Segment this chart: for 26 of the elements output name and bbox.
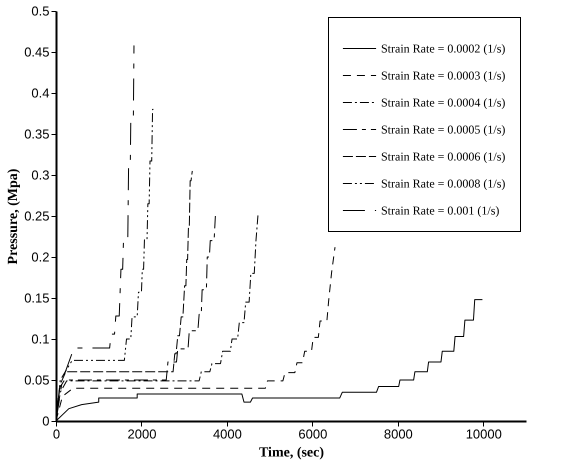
- y-tick-label: 0.05: [24, 372, 50, 388]
- y-tick-label: 0.4: [31, 86, 50, 100]
- x-axis-title: Time, (sec): [258, 446, 324, 460]
- legend-label: Strain Rate = 0.001 (1/s): [381, 204, 500, 218]
- legend-label: Strain Rate = 0.0008 (1/s): [381, 176, 506, 190]
- y-tick-label: 0.2: [31, 250, 50, 264]
- legend-label: Strain Rate = 0.0002 (1/s): [381, 42, 506, 56]
- legend-label: Strain Rate = 0.0004 (1/s): [381, 96, 506, 110]
- y-tick-label: 0.35: [24, 126, 50, 142]
- y-tick-label: 0.25: [24, 208, 50, 224]
- x-tick-label: 0: [52, 426, 60, 442]
- y-tick-label: 0.15: [24, 290, 50, 306]
- x-tick-label: 6000: [298, 426, 328, 442]
- x-tick-label: 8000: [384, 426, 413, 442]
- x-tick-label: 10000: [466, 426, 502, 442]
- y-tick-label: 0.45: [24, 44, 50, 60]
- legend-label: Strain Rate = 0.0005 (1/s): [381, 122, 506, 136]
- y-tick-label: 0: [42, 414, 50, 428]
- y-tick-label: 0.3: [31, 168, 50, 182]
- y-axis-title: Pressure, (Mpa): [6, 168, 22, 264]
- legend-label: Strain Rate = 0.0003 (1/s): [381, 68, 506, 82]
- legend-label: Strain Rate = 0.0006 (1/s): [381, 150, 506, 164]
- y-tick-label: 0.5: [31, 4, 50, 18]
- x-tick-label: 4000: [212, 426, 242, 442]
- y-tick-label: 0.1: [31, 332, 50, 346]
- x-tick-label: 2000: [127, 426, 156, 442]
